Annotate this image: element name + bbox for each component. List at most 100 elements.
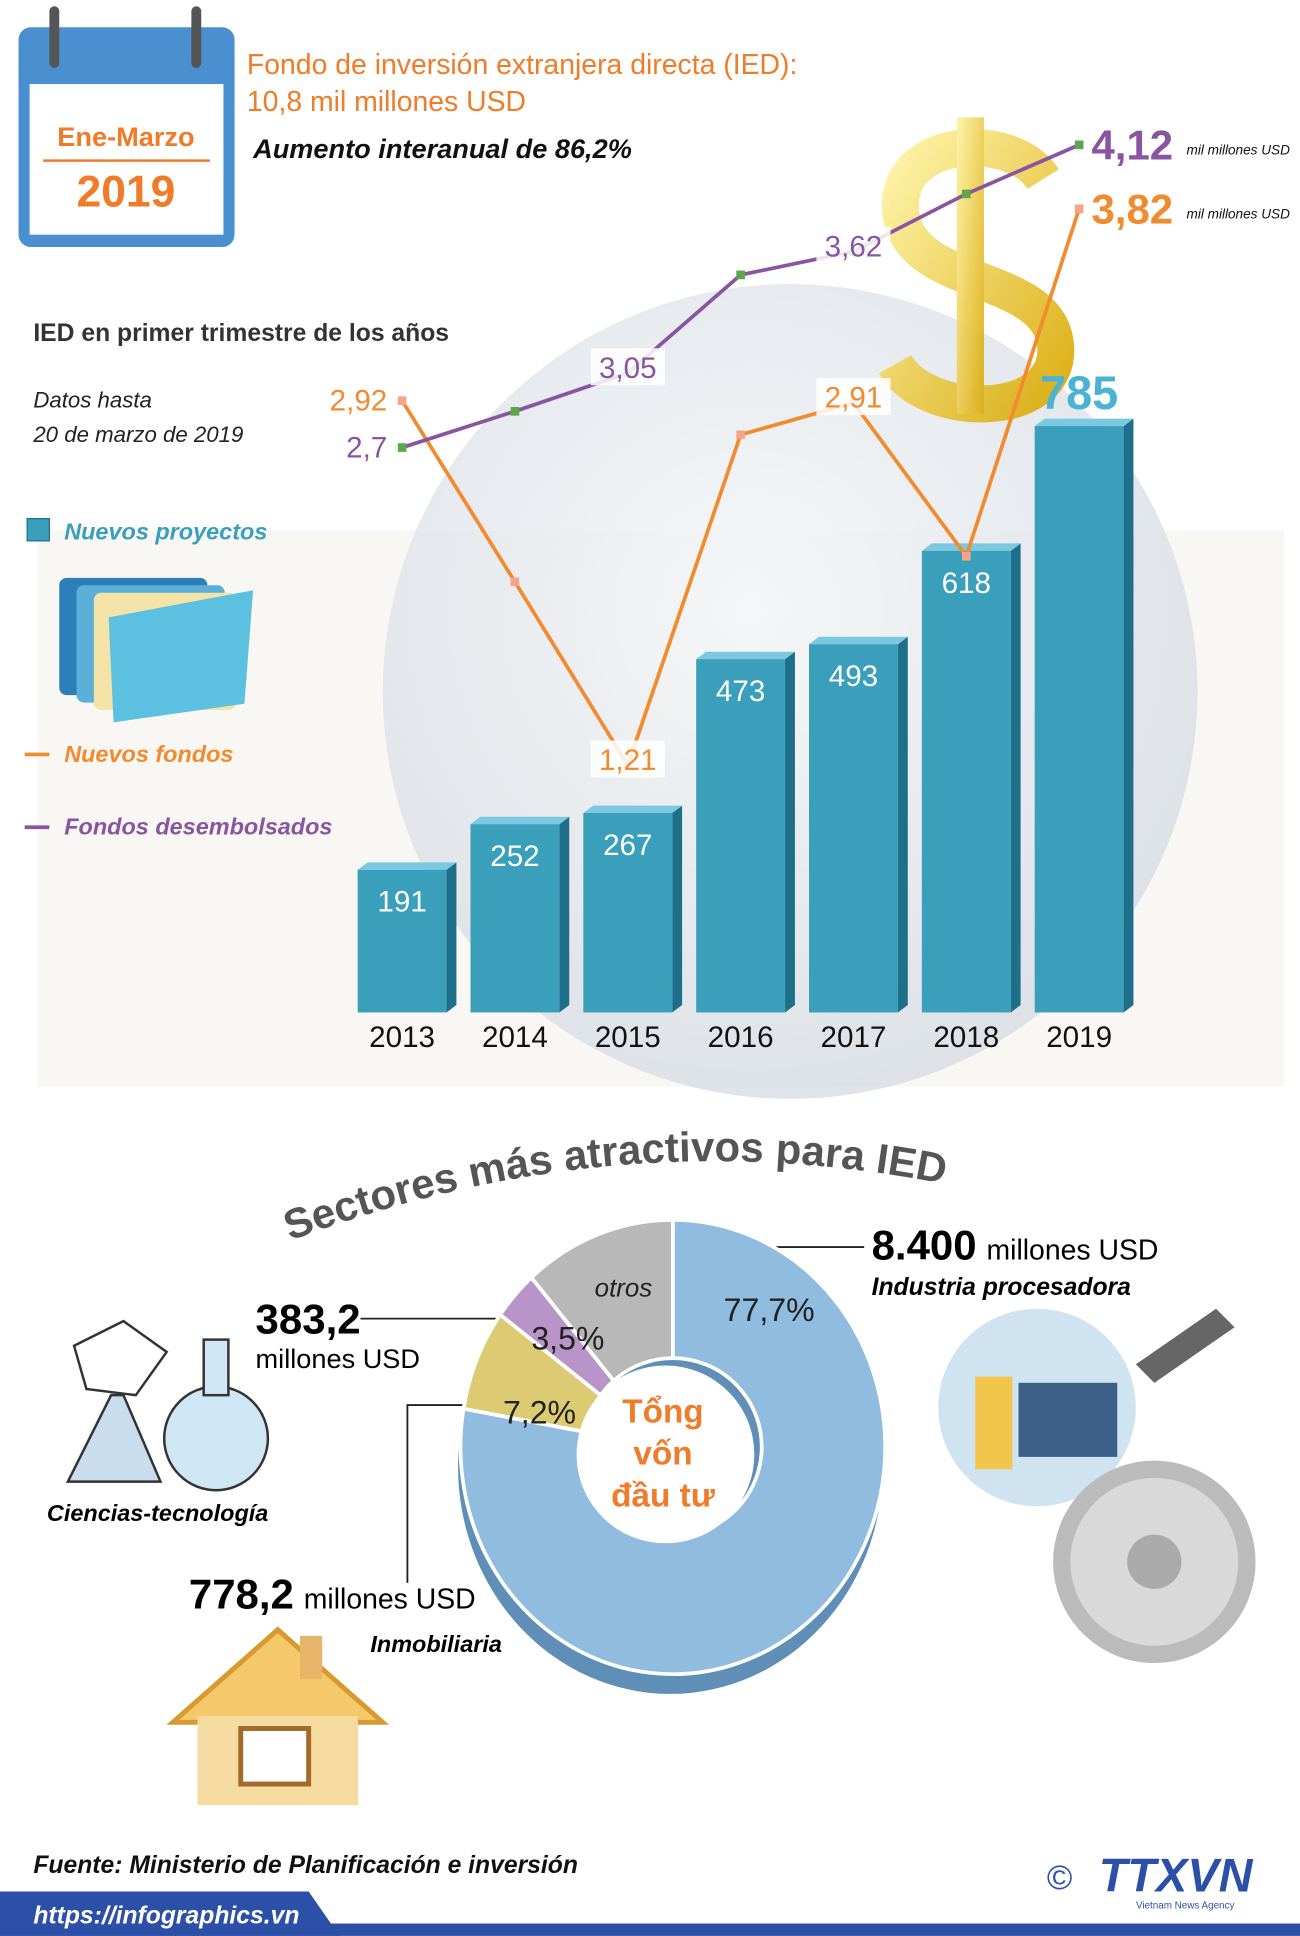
- donut-slice: [528, 1217, 675, 1384]
- line-marker: [1074, 204, 1084, 214]
- bar-side: [672, 805, 683, 1013]
- bar-cap: [357, 862, 457, 870]
- legend-label: Fondos desembolsados: [64, 814, 332, 840]
- sector-name: Inmobiliaria: [370, 1631, 502, 1657]
- line-marker: [510, 577, 520, 587]
- header-title: Fondo de inversión extranjera directa (I…: [247, 49, 797, 81]
- center-label: đầu tư: [611, 1477, 716, 1514]
- line-value-label: 2,92: [330, 385, 388, 418]
- bar-value-label: 618: [942, 567, 991, 600]
- x-tick-label: 2017: [821, 1021, 887, 1054]
- amount: 778,2: [189, 1571, 294, 1618]
- lab-icon: [65, 1319, 270, 1492]
- line-value-label: 2,7: [346, 431, 387, 464]
- bar: [696, 659, 786, 1013]
- industry-icon: [938, 1308, 1256, 1664]
- legend-label: Nuevos fondos: [64, 741, 233, 767]
- header-title: 10,8 mil millones USD: [247, 86, 526, 118]
- unit-label: mil millones USD: [1187, 207, 1291, 222]
- chart-subtitle: Datos hasta: [33, 388, 152, 413]
- bar-value-label: 785: [1040, 367, 1118, 419]
- calendar: [18, 6, 235, 248]
- chart-subtitle: 20 de marzo de 2019: [32, 422, 243, 447]
- line-value-label: 3,62: [825, 230, 883, 263]
- callout-amount: 778,2 millones USD: [189, 1571, 476, 1618]
- plot: 2013 2014 2015 2016 2017 2018 2019 191 252 267 473…: [330, 122, 1290, 1054]
- bar-cap: [921, 543, 1021, 551]
- amount: 383,2: [256, 1295, 361, 1342]
- x-tick-label: 2018: [933, 1021, 999, 1054]
- line-value-label: 4,12: [1091, 122, 1173, 169]
- chart-title: IED en primer trimestre de los años: [33, 320, 449, 347]
- x-tick-label: 2013: [369, 1021, 435, 1054]
- line-marker: [736, 270, 745, 280]
- line-value-label: 1,21: [599, 744, 657, 777]
- bar-side: [559, 816, 570, 1013]
- copyright: ©: [1047, 1859, 1072, 1897]
- bar: [583, 813, 673, 1013]
- unit-label: mil millones USD: [1187, 143, 1291, 158]
- center-label: vốn: [633, 1435, 692, 1472]
- bar-side: [897, 636, 908, 1013]
- sector-name: Ciencias-tecnología: [47, 1500, 268, 1526]
- bar-value-label: 473: [716, 675, 765, 708]
- bar-value-label: 493: [829, 660, 878, 693]
- header-subtitle: Aumento interanual de 86,2%: [252, 133, 632, 164]
- legend-swatch: [26, 518, 50, 542]
- line-marker: [961, 189, 971, 199]
- bar: [809, 644, 898, 1013]
- bar-cap: [583, 805, 683, 814]
- center-label: Tổng: [622, 1393, 703, 1430]
- bar-side: [1123, 418, 1134, 1013]
- slice-label: 7,2%: [503, 1395, 576, 1431]
- folder-icon: [59, 577, 254, 723]
- calendar-year: 2019: [76, 167, 175, 216]
- slice-label: 77,7%: [724, 1292, 815, 1328]
- bar-cap: [1034, 418, 1134, 427]
- callout-amount: 8.400 millones USD: [872, 1221, 1159, 1268]
- line-value-label: 3,05: [599, 352, 657, 385]
- house-icon: [166, 1626, 390, 1806]
- line-marker: [510, 407, 520, 416]
- bar-side: [446, 862, 457, 1013]
- amount: 8.400: [872, 1221, 977, 1268]
- bar-side: [785, 651, 795, 1013]
- brand-sub: Vietnam News Agency: [1136, 1901, 1235, 1912]
- bar-value-label: 191: [377, 886, 426, 919]
- url: https://infographics.vn: [33, 1903, 299, 1930]
- bar: [357, 869, 447, 1013]
- sector-name: Industria procesadora: [872, 1274, 1131, 1301]
- label-background: [590, 740, 665, 778]
- amount-unit: millones USD: [256, 1343, 420, 1374]
- legend-label: Nuevos proyectos: [64, 519, 267, 545]
- amount-unit: millones USD: [304, 1584, 476, 1616]
- line-marker: [397, 443, 407, 452]
- line-marker: [397, 396, 407, 405]
- x-tick-label: 2014: [482, 1021, 548, 1054]
- bar: [1034, 426, 1124, 1013]
- x-tick-label: 2015: [595, 1021, 661, 1054]
- bar: [470, 824, 560, 1013]
- line-value-label: 3,82: [1091, 186, 1173, 233]
- slice-category: otros: [595, 1274, 653, 1302]
- bar-cap: [809, 636, 908, 645]
- bar-value-label: 252: [490, 840, 539, 873]
- line-value-label: 2,91: [825, 382, 883, 415]
- label-background: [816, 226, 891, 264]
- footer-strip: [0, 1923, 1300, 1936]
- bar-cap: [470, 816, 570, 825]
- line-marker: [961, 551, 971, 561]
- amount-unit: millones USD: [987, 1234, 1159, 1266]
- donut-slice: [458, 1217, 887, 1676]
- x-tick-label: 2016: [708, 1021, 774, 1054]
- bar-cap: [696, 651, 795, 660]
- line-marker: [736, 430, 745, 440]
- bar-side: [1010, 543, 1021, 1013]
- line-marker: [1074, 140, 1084, 150]
- calendar-period: Ene-Marzo: [57, 121, 194, 152]
- brand: TTXVN: [1099, 1849, 1254, 1901]
- x-tick-label: 2019: [1046, 1021, 1112, 1054]
- bar-value-label: 267: [603, 829, 652, 862]
- dollar-icon: [878, 117, 1075, 423]
